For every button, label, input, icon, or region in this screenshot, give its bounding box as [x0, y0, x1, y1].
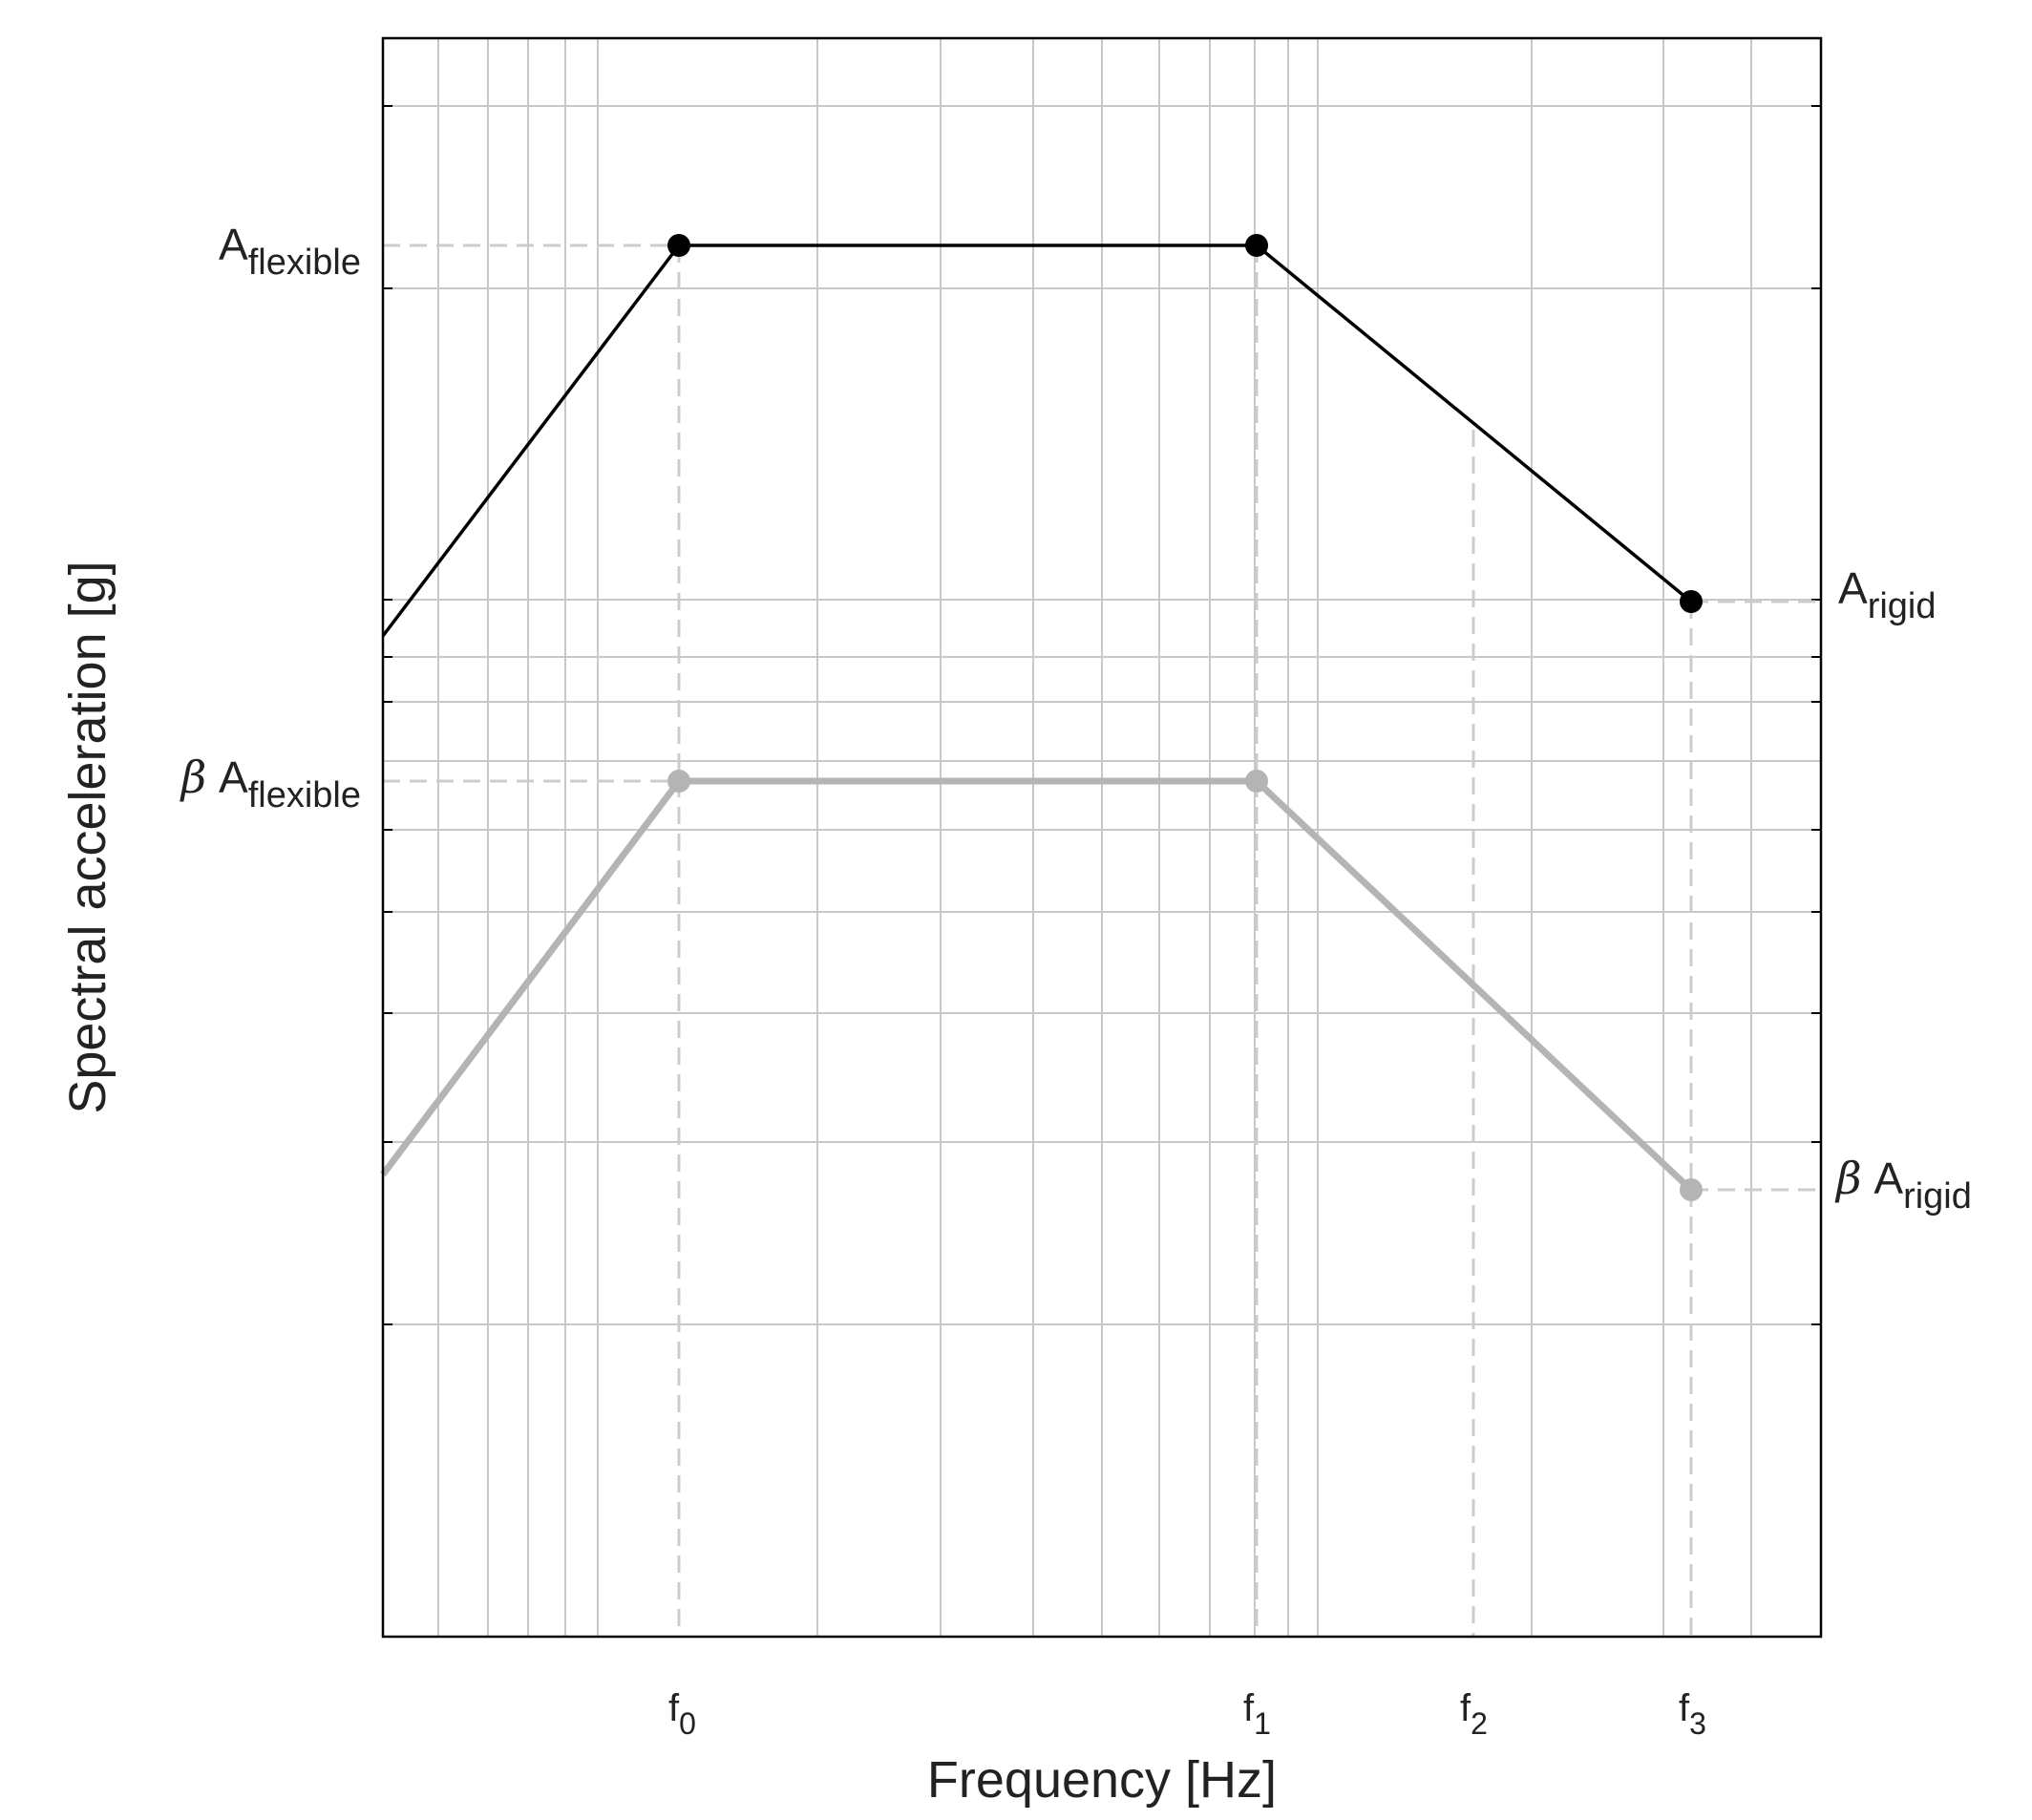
level-sub: rigid [1868, 586, 1937, 626]
x-axis-title: Frequency [Hz] [927, 1751, 1277, 1809]
x-tick-f1: f1 [1243, 1687, 1271, 1741]
x-tick-f0: f0 [668, 1687, 696, 1741]
reference-lines [383, 243, 1821, 1637]
x-tick-f2: f2 [1460, 1687, 1488, 1741]
label-a-rigid: Arigid [1838, 563, 1937, 626]
x-tick-sub: 0 [679, 1706, 696, 1741]
plot-frame [381, 36, 1823, 1639]
level-sub: flexible [248, 775, 361, 815]
x-tick-main: f [668, 1687, 680, 1729]
level-space [1862, 1153, 1874, 1203]
label-a-flexible: Aflexible [219, 220, 361, 283]
level-main: A [219, 220, 248, 269]
x-tick-labels: f0 f1 f2 f3 [668, 1687, 1706, 1741]
level-main: A [1838, 563, 1868, 613]
x-tick-main: f [1460, 1687, 1471, 1729]
series-layer [380, 234, 1703, 1201]
x-tick-main: f [1243, 1687, 1255, 1729]
series-beta-a-line [380, 777, 1694, 1193]
level-main: A [219, 752, 248, 802]
level-sub: rigid [1903, 1176, 1972, 1217]
series-a-point [1245, 234, 1268, 257]
y-axis-title: Spectral acceleration [g] [59, 561, 116, 1113]
x-tick-sub: 3 [1689, 1706, 1706, 1741]
x-tick-f3: f3 [1679, 1687, 1706, 1741]
series-beta-a-point [667, 770, 690, 793]
x-tick-sub: 1 [1254, 1706, 1271, 1741]
series-beta-a-point [1245, 770, 1268, 793]
x-tick-sub: 2 [1471, 1706, 1488, 1741]
label-beta-a-rigid: β Arigid [1834, 1153, 1972, 1217]
series-beta-a-point [1680, 1178, 1703, 1201]
level-space [206, 752, 219, 802]
level-main: A [1873, 1153, 1903, 1203]
level-prefix: β [1834, 1153, 1862, 1204]
series-a-line [381, 243, 1693, 638]
label-beta-a-flexible: β Aflexible [180, 751, 361, 815]
x-tick-main: f [1679, 1687, 1690, 1729]
series-a-point [667, 234, 690, 257]
grid [383, 38, 1821, 1637]
axis-ticks [383, 105, 1821, 1325]
y-level-labels: Aflexible β Aflexible Arigid β Arigid [180, 220, 1972, 1217]
level-prefix: β [180, 751, 207, 803]
series-a-point [1680, 590, 1703, 613]
level-sub: flexible [248, 243, 361, 283]
